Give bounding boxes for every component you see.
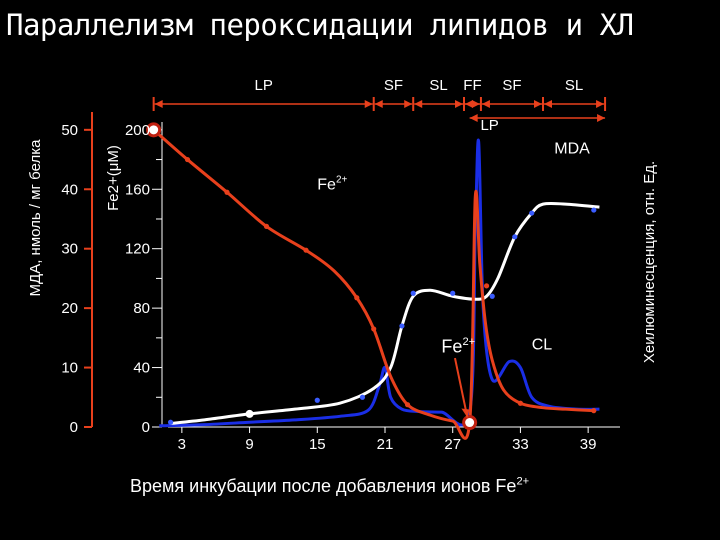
open-circle-1 bbox=[462, 415, 478, 431]
annotation-fe-arrow bbox=[453, 357, 469, 418]
phase-0-arrow-left bbox=[154, 100, 163, 108]
annotation-cl: CL bbox=[532, 337, 553, 354]
phase-label-0: LP bbox=[254, 77, 272, 94]
series-lines bbox=[152, 128, 600, 440]
phase-1-arrow-left bbox=[374, 100, 383, 108]
annotation-fe-arrowhead bbox=[461, 408, 470, 418]
mda-point-9 bbox=[591, 207, 597, 213]
x-tick-label-21: 21 bbox=[377, 436, 394, 453]
fe-point-1 bbox=[224, 189, 230, 195]
mda-axis-title: МДА, нмоль / мг белка bbox=[27, 139, 44, 297]
fe-tick-label-160: 160 bbox=[125, 181, 150, 198]
phase-4-arrow-right bbox=[534, 100, 542, 108]
fe-tick-label-200: 200 bbox=[125, 122, 150, 139]
phase-2-arrow-right bbox=[455, 100, 463, 108]
fe-point-3 bbox=[303, 247, 309, 253]
mda-point-2 bbox=[359, 394, 366, 400]
fe-point-6 bbox=[404, 402, 411, 408]
series-line-mda bbox=[170, 201, 600, 425]
mda-point-5 bbox=[450, 290, 456, 296]
cl-axis-title: Хеилюминесценция, отн. Ед. bbox=[641, 161, 658, 363]
mda-point-7 bbox=[512, 234, 518, 240]
phase-label-1: SF bbox=[384, 77, 403, 94]
x-tick-label-3: 3 bbox=[178, 436, 186, 453]
fe-tick-label-40: 40 bbox=[133, 360, 150, 377]
phase-label-4: SF bbox=[502, 77, 521, 94]
fe-point-9 bbox=[517, 400, 524, 406]
series-markers bbox=[146, 122, 597, 431]
fe-tick-label-0: 0 bbox=[142, 419, 150, 436]
phase-0-arrow-right bbox=[364, 100, 373, 108]
series-line-fe bbox=[152, 128, 594, 440]
mda-point-3 bbox=[399, 323, 405, 329]
fe-tick-label-120: 120 bbox=[125, 241, 150, 258]
fe-point-10 bbox=[591, 408, 597, 414]
x-tick-label-27: 27 bbox=[444, 436, 461, 453]
phase-4-arrow-left bbox=[481, 100, 490, 108]
mda-point-1 bbox=[314, 397, 320, 403]
x-tick-label-39: 39 bbox=[580, 436, 597, 453]
phase-lp2-arrow-left bbox=[469, 114, 478, 122]
x-axis-title: Время инкубации после добавления ионов F… bbox=[130, 475, 529, 496]
annotation-fe-1: Fe2+ bbox=[317, 175, 347, 194]
fe-tick-label-80: 80 bbox=[133, 300, 150, 317]
fe-axis-title: Fe2+(μM) bbox=[105, 145, 122, 211]
mda-point-8 bbox=[529, 210, 535, 216]
annotation-mda: MDA bbox=[554, 141, 590, 158]
phase-markers bbox=[152, 97, 607, 122]
fe-point-4 bbox=[354, 295, 360, 301]
phase-2-arrow-left bbox=[414, 100, 423, 108]
x-tick-label-15: 15 bbox=[309, 436, 326, 453]
mda-tick-label-40: 40 bbox=[61, 181, 78, 198]
phase-label-2: SL bbox=[429, 77, 447, 94]
mda-tick-label-10: 10 bbox=[61, 360, 78, 377]
phase-label-5: SL bbox=[565, 77, 583, 94]
filled-dot-0 bbox=[245, 409, 254, 418]
annotation-fe-2: Fe2+ bbox=[441, 336, 475, 357]
fe-point-8 bbox=[483, 283, 490, 289]
phase-1-arrow-right bbox=[404, 100, 413, 108]
phase-lp2-arrow-right bbox=[597, 114, 606, 122]
open-circle-0 bbox=[146, 122, 162, 138]
mda-tick-label-50: 50 bbox=[61, 122, 78, 139]
phase-lp2-label: LP bbox=[480, 117, 498, 134]
mda-point-0 bbox=[167, 419, 174, 425]
mda-point-4 bbox=[410, 290, 416, 296]
axes bbox=[84, 112, 620, 433]
fe-point-5 bbox=[371, 326, 377, 332]
mda-tick-label-20: 20 bbox=[61, 300, 78, 317]
phase-3-arrow-right bbox=[471, 100, 480, 108]
mda-tick-label-30: 30 bbox=[61, 241, 78, 258]
phase-label-3: FF bbox=[463, 77, 481, 94]
page-title: Параллелизм пероксидации липидов и ХЛ bbox=[6, 8, 634, 42]
x-tick-label-33: 33 bbox=[512, 436, 529, 453]
phase-5-arrow-right bbox=[596, 100, 605, 108]
fe-point-2 bbox=[263, 223, 270, 230]
phase-3-arrow-left bbox=[465, 100, 473, 108]
phase-5-arrow-left bbox=[544, 100, 552, 108]
x-tick-label-9: 9 bbox=[245, 436, 253, 453]
mda-tick-label-0: 0 bbox=[70, 419, 78, 436]
fe-point-0 bbox=[184, 156, 191, 163]
mda-point-6 bbox=[489, 293, 495, 299]
